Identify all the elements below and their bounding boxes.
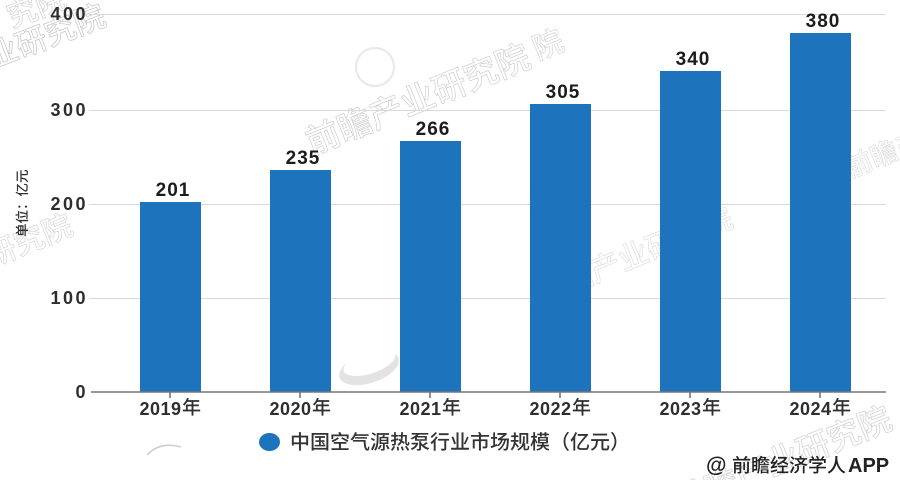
svg-text:APP: APP bbox=[848, 455, 889, 477]
svg-text:@: @ bbox=[706, 454, 726, 477]
